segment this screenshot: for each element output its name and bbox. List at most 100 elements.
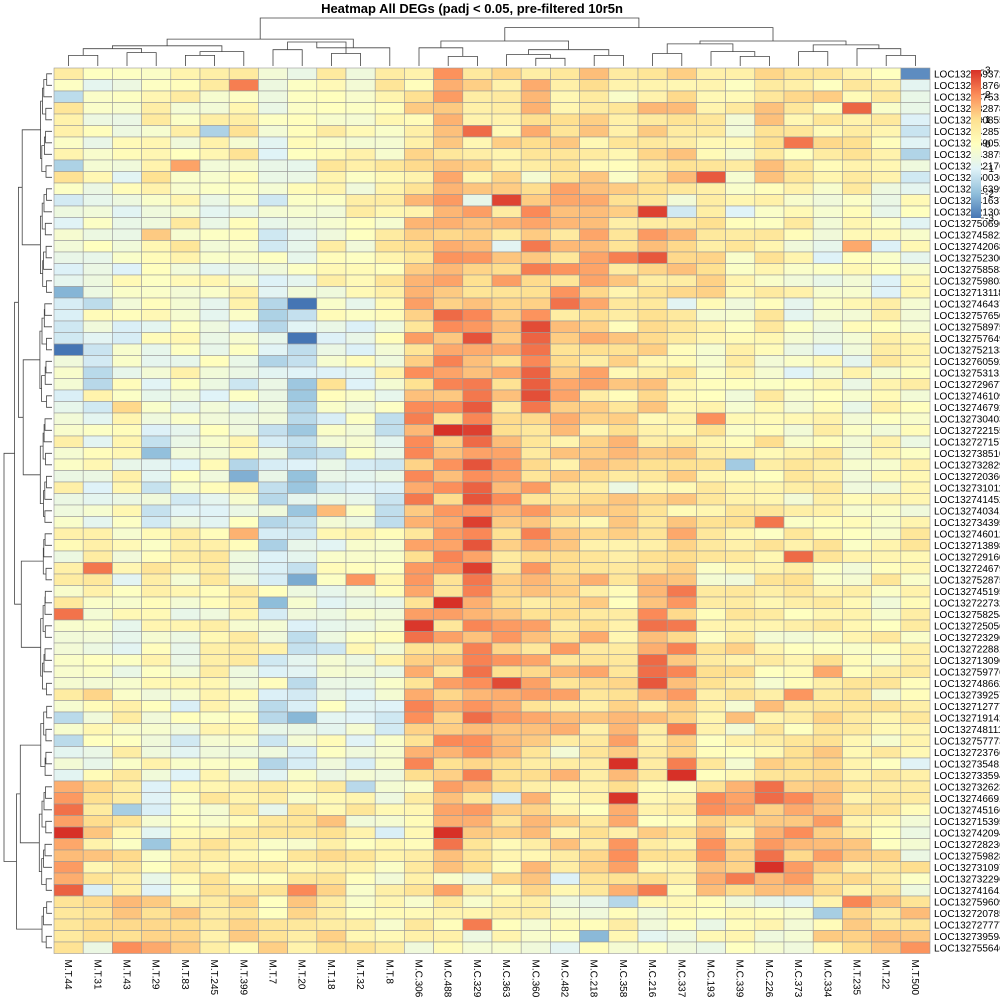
heatmap-cell	[374, 780, 405, 793]
heatmap-cell	[637, 401, 668, 414]
heatmap-cell	[666, 608, 697, 621]
heatmap-cell	[608, 596, 639, 609]
heatmap-cell	[900, 642, 931, 655]
heatmap-cell	[666, 849, 697, 862]
heatmap-cell	[871, 711, 902, 724]
heatmap-cell	[842, 539, 872, 552]
heatmap-cell	[696, 504, 726, 517]
row-label: LOC132722732	[934, 598, 1000, 609]
heatmap-cell	[199, 435, 230, 448]
heatmap-cell	[520, 550, 551, 563]
heatmap-cell	[345, 677, 376, 690]
heatmap-cell	[199, 481, 230, 494]
column-label: M.C.329	[471, 960, 482, 998]
heatmap-cell	[345, 757, 376, 770]
heatmap-cell	[404, 102, 434, 115]
heatmap-cell	[491, 286, 522, 299]
heatmap-cell	[842, 320, 872, 333]
heatmap-cell	[550, 757, 580, 770]
heatmap-cell	[520, 320, 551, 333]
heatmap-cell	[404, 907, 434, 920]
heatmap-cell	[579, 861, 610, 874]
heatmap-cell	[112, 688, 142, 701]
heatmap-cell	[258, 895, 288, 908]
heatmap-cell	[141, 527, 172, 540]
heatmap-cell	[608, 849, 639, 862]
heatmap-cell	[141, 677, 172, 690]
heatmap-cell	[550, 723, 580, 736]
heatmap-cell	[725, 263, 756, 276]
heatmap-cell	[491, 930, 522, 943]
legend-tick-label: 0	[985, 140, 991, 151]
heatmap-cell	[696, 113, 726, 126]
heatmap-cell	[900, 918, 931, 931]
column-dendrogram-branch	[82, 48, 142, 56]
heatmap-cell	[520, 240, 551, 253]
heatmap-cell	[520, 447, 551, 460]
heatmap-cell	[550, 205, 580, 218]
heatmap-cell	[871, 412, 902, 425]
heatmap-cell	[112, 642, 142, 655]
heatmap-cell	[783, 355, 814, 368]
heatmap-cell	[228, 435, 259, 448]
heatmap-cell	[316, 849, 347, 862]
heatmap-cell	[404, 849, 434, 862]
heatmap-cell	[228, 539, 259, 552]
heatmap-cell	[374, 240, 405, 253]
heatmap-cell	[53, 424, 84, 437]
heatmap-cell	[287, 125, 318, 138]
heatmap-cell	[228, 826, 259, 839]
heatmap-cell	[170, 562, 201, 575]
heatmap-cell	[287, 527, 318, 540]
heatmap-cell	[520, 861, 551, 874]
heatmap-cell	[579, 815, 610, 828]
heatmap-cell	[316, 516, 347, 529]
heatmap-cell	[754, 907, 785, 920]
heatmap-cell	[725, 481, 756, 494]
heatmap-cell	[550, 619, 580, 632]
heatmap-cell	[696, 205, 726, 218]
heatmap-cell	[725, 194, 756, 207]
heatmap-cell	[316, 769, 347, 782]
heatmap-cell	[550, 159, 580, 172]
heatmap-cell	[82, 217, 113, 230]
row-label: LOC132729160	[934, 552, 1000, 563]
row-dendrogram-branch	[46, 682, 52, 696]
heatmap-cell	[404, 113, 434, 126]
heatmap-cell	[842, 90, 872, 103]
heatmap-cell	[345, 136, 376, 149]
heatmap-cell	[842, 378, 872, 391]
heatmap-cell	[374, 412, 405, 425]
heatmap-cell	[696, 838, 726, 851]
heatmap-cell	[287, 654, 318, 667]
heatmap-cell	[433, 320, 464, 333]
row-dendrogram-branch	[41, 915, 47, 943]
heatmap-cell	[579, 113, 610, 126]
heatmap-cell	[666, 251, 697, 264]
heatmap-cell	[82, 757, 113, 770]
heatmap-cell	[666, 550, 697, 563]
heatmap-cell	[725, 562, 756, 575]
row-label: LOC132759803	[934, 276, 1000, 287]
row-label: LOC132722155	[934, 426, 1000, 437]
heatmap-cell	[812, 849, 843, 862]
column-dendrogram-branch	[126, 52, 157, 66]
heatmap-cell	[374, 378, 405, 391]
heatmap-cell	[550, 688, 580, 701]
heatmap-cell	[871, 378, 902, 391]
heatmap-cell	[900, 792, 931, 805]
heatmap-cell	[433, 159, 464, 172]
heatmap-cell	[53, 263, 84, 276]
heatmap-cell	[871, 366, 902, 379]
heatmap-cell	[316, 734, 347, 747]
heatmap-cell	[725, 516, 756, 529]
heatmap-cell	[433, 286, 464, 299]
heatmap-cell	[725, 401, 756, 414]
heatmap-cell	[842, 274, 872, 287]
heatmap-cell	[141, 608, 172, 621]
heatmap-cell	[53, 412, 84, 425]
heatmap-cell	[900, 872, 931, 885]
heatmap-cell	[550, 550, 580, 563]
column-dendrogram-branch	[504, 27, 774, 41]
heatmap-cell	[725, 665, 756, 678]
